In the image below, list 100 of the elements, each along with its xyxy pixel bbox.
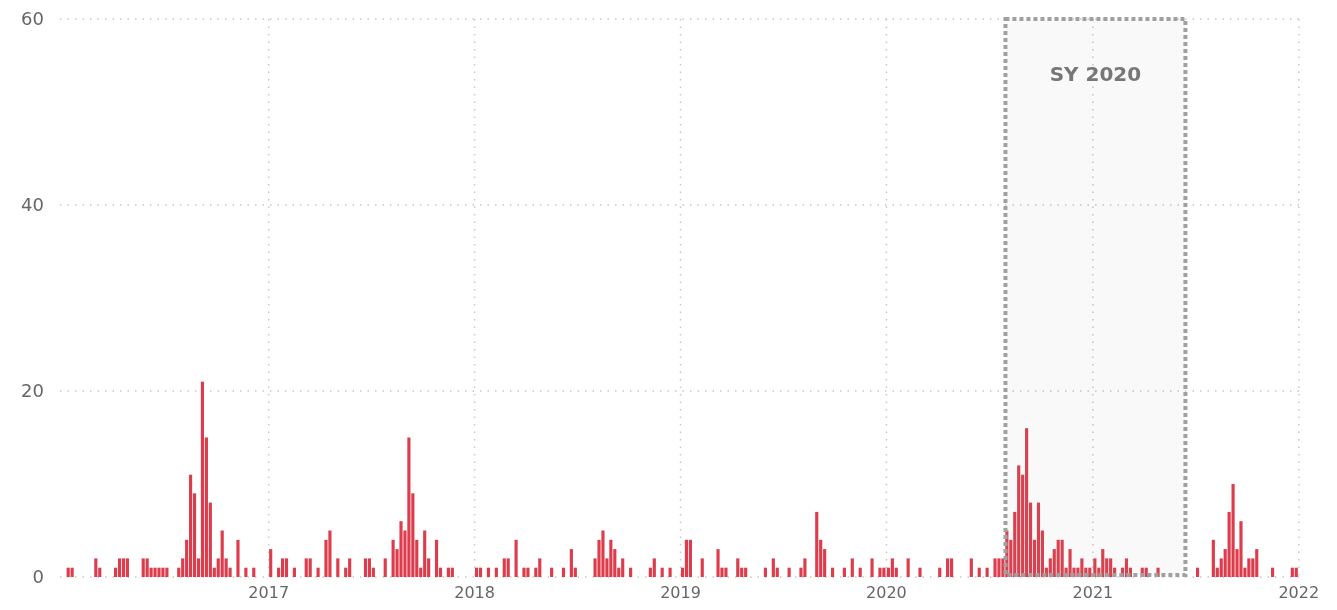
x-tick-label: 2019 <box>660 583 701 602</box>
bar <box>700 558 704 577</box>
bar <box>446 567 450 577</box>
bar <box>153 567 157 577</box>
bar <box>858 567 862 577</box>
bar <box>252 567 256 577</box>
bar <box>367 558 371 577</box>
bar <box>494 567 498 577</box>
bar <box>890 558 894 577</box>
bar <box>842 567 846 577</box>
y-tick-label: 40 <box>21 194 44 216</box>
bar <box>1140 567 1144 577</box>
bar <box>1211 539 1215 577</box>
bar <box>292 567 296 577</box>
bar <box>950 558 954 577</box>
bar <box>423 530 427 577</box>
bar <box>1247 558 1251 577</box>
bar <box>601 530 605 577</box>
bar <box>399 521 403 577</box>
bar <box>141 558 145 577</box>
bar <box>486 567 491 577</box>
bar <box>1005 530 1009 577</box>
bar <box>434 539 439 577</box>
x-tick-label: 2020 <box>866 583 907 602</box>
y-tick-label: 20 <box>21 380 44 402</box>
bar <box>450 567 454 577</box>
bar <box>744 567 748 577</box>
bar <box>478 567 483 577</box>
bar <box>688 539 692 577</box>
bar <box>1195 567 1200 577</box>
bar <box>684 539 689 577</box>
bar <box>502 558 506 577</box>
bar <box>284 558 289 577</box>
bar <box>850 558 854 577</box>
bar <box>94 558 98 577</box>
bar <box>407 437 411 577</box>
bar <box>304 558 308 577</box>
bar <box>1294 567 1298 577</box>
bar <box>1101 549 1105 577</box>
bar <box>117 558 122 577</box>
bar <box>906 558 910 577</box>
bar <box>506 558 510 577</box>
band-label: SY 2020 <box>1049 62 1142 86</box>
bar <box>316 567 320 577</box>
bar <box>200 381 205 577</box>
bar <box>736 558 740 577</box>
bar <box>1255 549 1259 577</box>
bar <box>787 567 791 577</box>
bar <box>629 567 633 577</box>
bar <box>125 558 129 577</box>
bar <box>1080 558 1084 577</box>
bar <box>538 558 542 577</box>
bar <box>280 558 285 577</box>
bar <box>165 567 169 577</box>
bar <box>145 558 149 577</box>
bar <box>918 567 922 577</box>
x-tick-label: 2018 <box>454 583 495 602</box>
bar <box>189 474 193 577</box>
bar <box>70 567 74 577</box>
bar <box>1144 567 1148 577</box>
bar <box>157 567 161 577</box>
bar <box>609 539 613 577</box>
bar <box>391 539 395 577</box>
bar <box>1068 549 1072 577</box>
bar <box>161 567 165 577</box>
bar <box>328 530 332 577</box>
bar <box>938 567 942 577</box>
bar <box>336 558 340 577</box>
bar <box>969 558 973 577</box>
bar <box>1036 502 1041 577</box>
bar <box>236 539 240 577</box>
bar <box>522 567 526 577</box>
bar <box>1231 484 1235 577</box>
bar <box>882 567 886 577</box>
bar <box>308 558 312 577</box>
bar <box>997 558 1001 577</box>
bar <box>475 567 479 577</box>
bar <box>1056 539 1060 577</box>
x-tick-label: 2022 <box>1278 583 1320 602</box>
x-tick-label: 2021 <box>1072 583 1114 602</box>
x-tick-label: 2017 <box>248 583 290 602</box>
bar <box>724 567 728 577</box>
bar <box>66 567 70 577</box>
bar <box>121 558 126 577</box>
bar <box>946 558 950 577</box>
bar <box>363 558 368 577</box>
bar <box>763 567 767 577</box>
bar <box>1025 428 1029 577</box>
bar <box>652 558 656 577</box>
bar <box>660 567 664 577</box>
bar <box>716 549 720 577</box>
bar <box>383 558 387 577</box>
bar <box>269 549 273 577</box>
y-tick-label: 0 <box>32 566 44 588</box>
bar <box>348 558 352 577</box>
bar <box>985 567 989 577</box>
bar <box>870 558 874 577</box>
bar <box>815 511 819 577</box>
bar <box>1290 567 1294 577</box>
bar <box>878 567 882 577</box>
